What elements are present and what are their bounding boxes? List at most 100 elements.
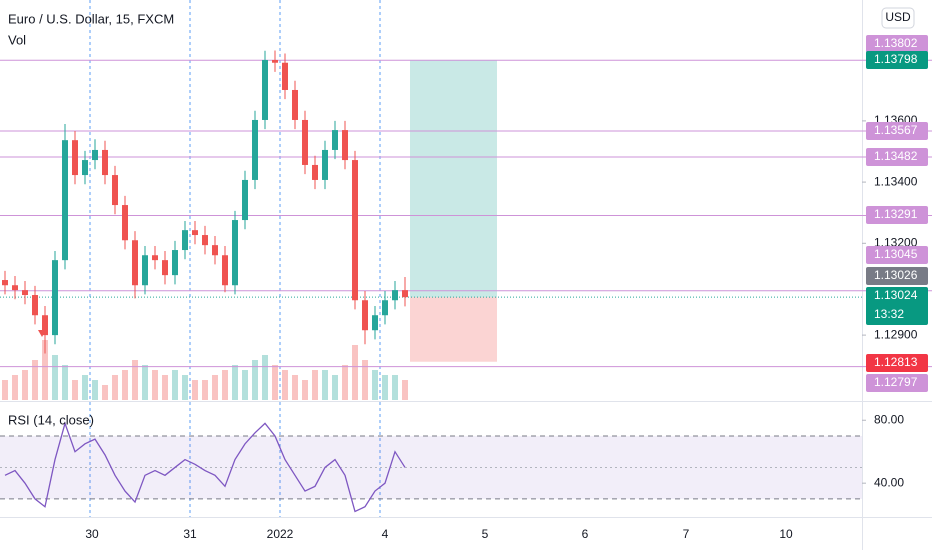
- volume-bar: [32, 360, 38, 400]
- countdown: 13:32: [874, 307, 904, 321]
- candle-body: [72, 140, 78, 176]
- candle-body: [392, 290, 398, 301]
- volume-bar: [382, 375, 388, 400]
- price-badge-label: 1.13024: [874, 288, 918, 302]
- volume-bar: [112, 375, 118, 400]
- signal-arrow: [38, 330, 46, 337]
- volume-bar: [22, 370, 28, 400]
- currency-button[interactable]: [881, 7, 915, 29]
- volume-bar: [222, 370, 228, 400]
- candle-body: [202, 235, 208, 246]
- volume-bar: [292, 375, 298, 400]
- candle-body: [52, 260, 58, 336]
- price-badge: [866, 246, 928, 264]
- volume-label: Vol: [8, 32, 26, 47]
- volume-bar: [182, 375, 188, 400]
- candle-body: [102, 149, 108, 176]
- rsi-line: [4, 421, 406, 513]
- candle-body: [352, 160, 358, 301]
- candle-body: [372, 315, 378, 331]
- price-badge-label: 1.13291: [874, 207, 918, 221]
- volume-bar: [52, 355, 58, 400]
- volume-bar: [282, 370, 288, 400]
- candle-body: [162, 260, 168, 276]
- volume-bar: [242, 370, 248, 400]
- candle-body: [362, 300, 368, 331]
- candle-body: [382, 300, 388, 316]
- candle-body: [332, 130, 338, 150]
- volume-bar: [232, 365, 238, 400]
- volume-bar: [332, 375, 338, 400]
- y-tick-label: 1.13400: [874, 174, 918, 188]
- volume-bar: [342, 365, 348, 400]
- volume-bar: [272, 365, 278, 400]
- candle-body: [132, 240, 138, 286]
- volume-bar: [102, 385, 108, 400]
- volume-bar: [132, 360, 138, 400]
- volume-bar: [192, 380, 198, 400]
- time-label: 30: [85, 527, 99, 541]
- price-badge-label: 1.13045: [874, 247, 918, 261]
- time-label: 10: [779, 527, 793, 541]
- volume-bar: [312, 370, 318, 400]
- candle-body: [272, 59, 278, 63]
- candle-body: [142, 255, 148, 286]
- price-badge-label: 1.13798: [874, 52, 918, 66]
- volume-bar: [172, 370, 178, 400]
- price-badge: [866, 206, 928, 224]
- candle-body: [112, 175, 118, 206]
- rsi-tick-label: 80.00: [874, 412, 904, 426]
- symbol-title: Euro / U.S. Dollar, 15, FXCM: [8, 11, 174, 26]
- candle-body: [212, 245, 218, 256]
- candle-body: [22, 290, 28, 296]
- price-badge: [866, 148, 928, 166]
- volume-bar: [302, 380, 308, 400]
- price-badge: [866, 354, 928, 372]
- price-badge: [866, 35, 928, 53]
- plot: 1.136001.134001.132001.1290080.0040.0030…: [0, 0, 932, 541]
- volume-bar: [42, 340, 48, 400]
- price-badge-label: 1.13482: [874, 149, 918, 163]
- volume-bar: [252, 360, 258, 400]
- price-badge-label: 1.12797: [874, 375, 918, 389]
- candle-body: [32, 295, 38, 316]
- candle-body: [92, 149, 98, 161]
- volume-bar: [72, 380, 78, 400]
- candle-body: [342, 130, 348, 161]
- candle-body: [62, 140, 68, 261]
- price-badge: [866, 267, 928, 285]
- volume-bar: [352, 345, 358, 400]
- volume-bar: [82, 375, 88, 400]
- price-badge: [866, 374, 928, 392]
- volume-bar: [212, 375, 218, 400]
- rsi-title: RSI (14, close): [8, 412, 94, 427]
- candle-body: [242, 179, 248, 221]
- candle-body: [82, 160, 88, 176]
- candle-body: [262, 59, 268, 120]
- volume-bar: [162, 375, 168, 400]
- price-badge-label: 1.12813: [874, 355, 918, 369]
- candle-body: [222, 255, 228, 286]
- price-badge-label: 1.13802: [874, 36, 918, 50]
- candle-body: [2, 280, 8, 286]
- candle-body: [322, 149, 328, 180]
- y-tick-label: 1.13200: [874, 235, 918, 249]
- price-badge-label: 1.13567: [874, 123, 918, 137]
- candle-body: [42, 315, 48, 336]
- volume-bar: [142, 365, 148, 400]
- price-badge: [866, 122, 928, 140]
- candle-body: [292, 89, 298, 120]
- volume-bar: [2, 380, 8, 400]
- time-label: 7: [683, 527, 690, 541]
- candle-body: [302, 119, 308, 165]
- candle-body: [172, 250, 178, 276]
- price-badge-label: 1.13026: [874, 268, 918, 282]
- currency: USD: [885, 10, 911, 24]
- volume-bar: [372, 370, 378, 400]
- time-label: 31: [183, 527, 197, 541]
- volume-bar: [62, 365, 68, 400]
- price-badge: [866, 287, 928, 325]
- stop-zone: [410, 297, 497, 362]
- volume-bar: [322, 370, 328, 400]
